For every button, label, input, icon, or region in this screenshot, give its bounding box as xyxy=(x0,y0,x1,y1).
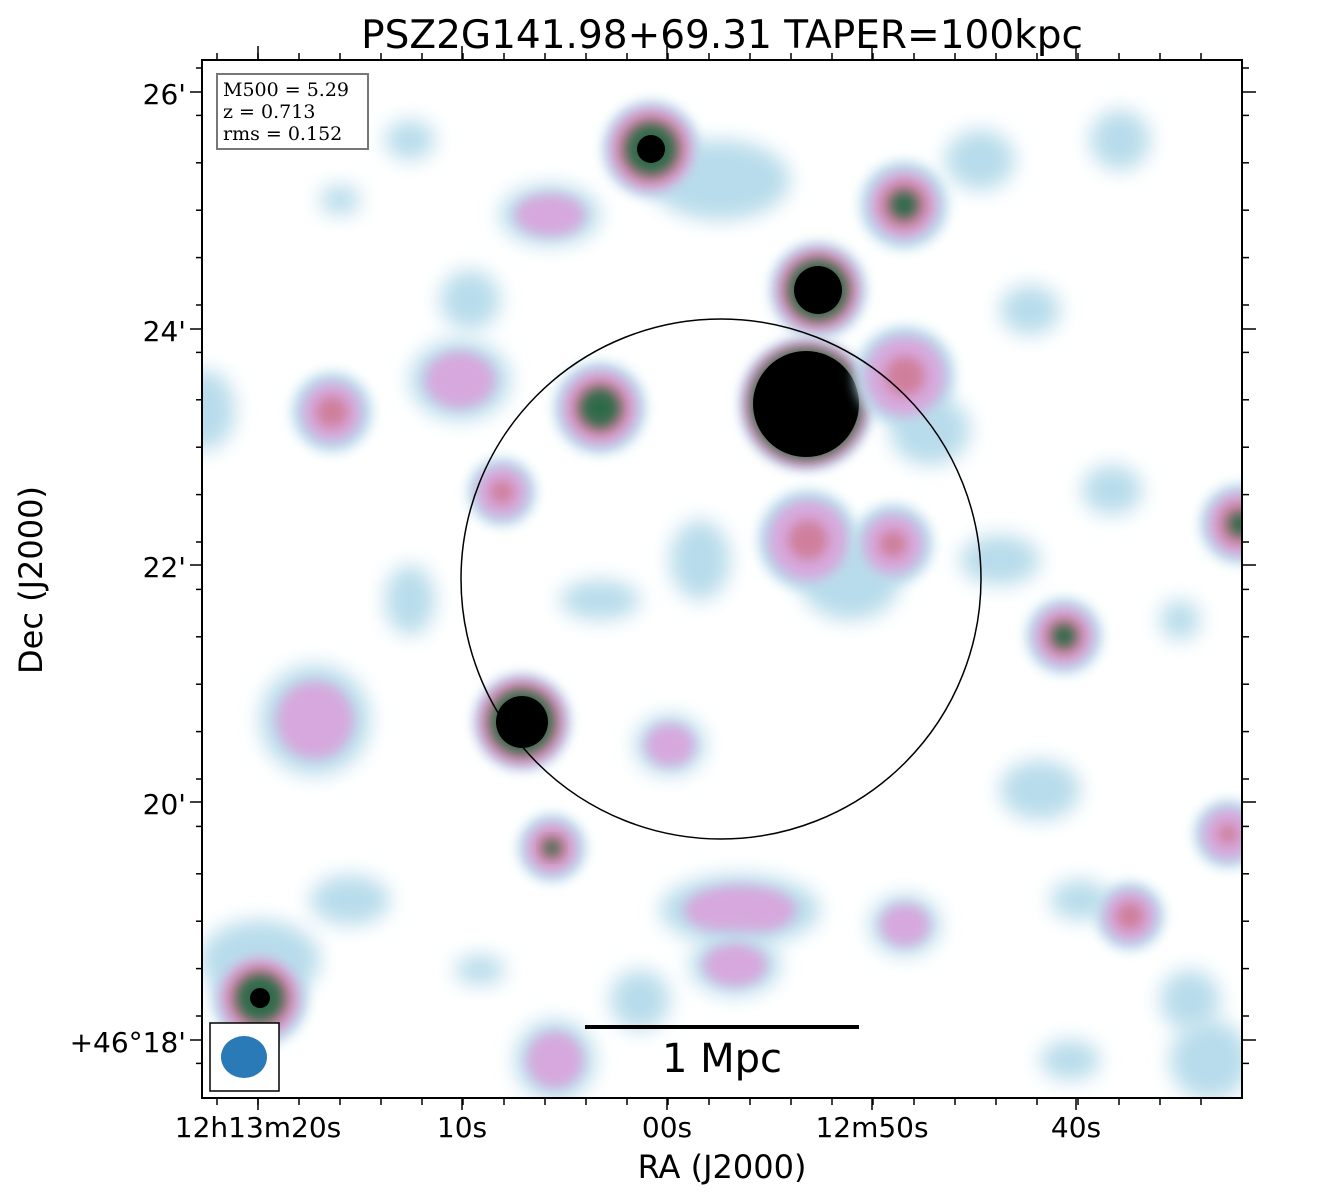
emission-blob xyxy=(1052,624,1076,648)
x-axis-label: RA (J2000) xyxy=(638,1148,807,1186)
axis-ticks xyxy=(190,46,1256,1110)
plot-frame xyxy=(201,59,1243,1099)
y-tick-label: 24' xyxy=(143,315,186,348)
x-tick-labels: 12h13m20s 10s 00s 12m50s 40s xyxy=(175,1111,1101,1144)
emission-blob xyxy=(1218,824,1238,844)
emission-blob xyxy=(1090,110,1150,170)
y-tick-labels: 26' 24' 22' 20' +46°18' xyxy=(70,78,186,1059)
info-line-mass: M500 = 5.29 xyxy=(223,79,349,101)
emission-blob xyxy=(879,530,907,558)
y-tick-label: +46°18' xyxy=(70,1026,186,1059)
emission-blob xyxy=(544,840,560,856)
emission-blob xyxy=(1160,970,1220,1030)
emission-blob xyxy=(455,955,505,985)
emission-blob xyxy=(684,885,796,935)
emission-blob xyxy=(490,480,514,504)
emission-blob xyxy=(637,135,665,163)
chart-title: PSZ2G141.98+69.31 TAPER=100kpc xyxy=(361,13,1083,58)
emission-blob xyxy=(1160,600,1200,640)
emission-blob xyxy=(385,120,435,160)
info-box xyxy=(216,73,369,150)
emission-blob xyxy=(202,370,235,450)
emission-blob xyxy=(1116,902,1144,930)
emission-blob xyxy=(1000,760,1080,820)
emission-blob xyxy=(1040,1040,1100,1080)
emission-blob xyxy=(385,565,435,635)
emission-blob xyxy=(610,970,670,1030)
x-tick-label: 12m50s xyxy=(815,1111,928,1144)
emission-blob xyxy=(440,270,500,330)
emission-blob xyxy=(960,535,1040,585)
emission-blobs xyxy=(202,101,1242,1098)
emission-blob xyxy=(496,696,548,748)
cluster-circle xyxy=(460,318,982,840)
emission-blob xyxy=(753,351,859,457)
x-tick-label: 00s xyxy=(642,1111,692,1144)
emission-blob xyxy=(703,944,767,986)
y-axis-label: Dec (J2000) xyxy=(12,486,50,674)
y-tick-label: 20' xyxy=(143,788,186,821)
x-tick-label: 12h13m20s xyxy=(175,1111,342,1144)
emission-blob xyxy=(645,724,695,766)
emission-blob xyxy=(1050,880,1110,920)
scale-bar-label: 1 Mpc xyxy=(662,1036,782,1082)
emission-blob xyxy=(250,988,270,1008)
emission-blob xyxy=(425,352,495,408)
y-tick-label: 22' xyxy=(143,551,186,584)
x-tick-label: 10s xyxy=(437,1111,487,1144)
emission-blob xyxy=(880,904,930,946)
emission-blob xyxy=(1082,465,1142,515)
emission-blob xyxy=(276,681,354,759)
emission-blob xyxy=(794,266,842,314)
x-tick-label: 40s xyxy=(1051,1111,1101,1144)
emission-blob xyxy=(515,194,585,236)
emission-blob xyxy=(1000,285,1060,335)
emission-blob xyxy=(788,520,828,560)
emission-blob xyxy=(1170,1020,1242,1098)
emission-blob xyxy=(527,1032,583,1088)
emission-blob xyxy=(890,191,918,219)
info-line-redshift: z = 0.713 xyxy=(223,101,315,123)
y-tick-label: 26' xyxy=(143,78,186,111)
emission-blob xyxy=(580,388,620,428)
emission-blob xyxy=(945,130,1015,190)
info-line-rms: rms = 0.152 xyxy=(223,123,342,145)
emission-blob xyxy=(670,520,730,600)
emission-blob xyxy=(310,875,390,925)
emission-blob xyxy=(885,356,925,396)
map-image: 1 Mpc M500 = 5.29 z = 0.713 rms = 0.152 xyxy=(202,60,1242,1098)
emission-blob xyxy=(316,396,348,428)
emission-blob xyxy=(560,580,640,620)
emission-blob xyxy=(1228,512,1242,536)
beam-ellipse xyxy=(221,1036,267,1078)
emission-blob xyxy=(320,185,360,215)
